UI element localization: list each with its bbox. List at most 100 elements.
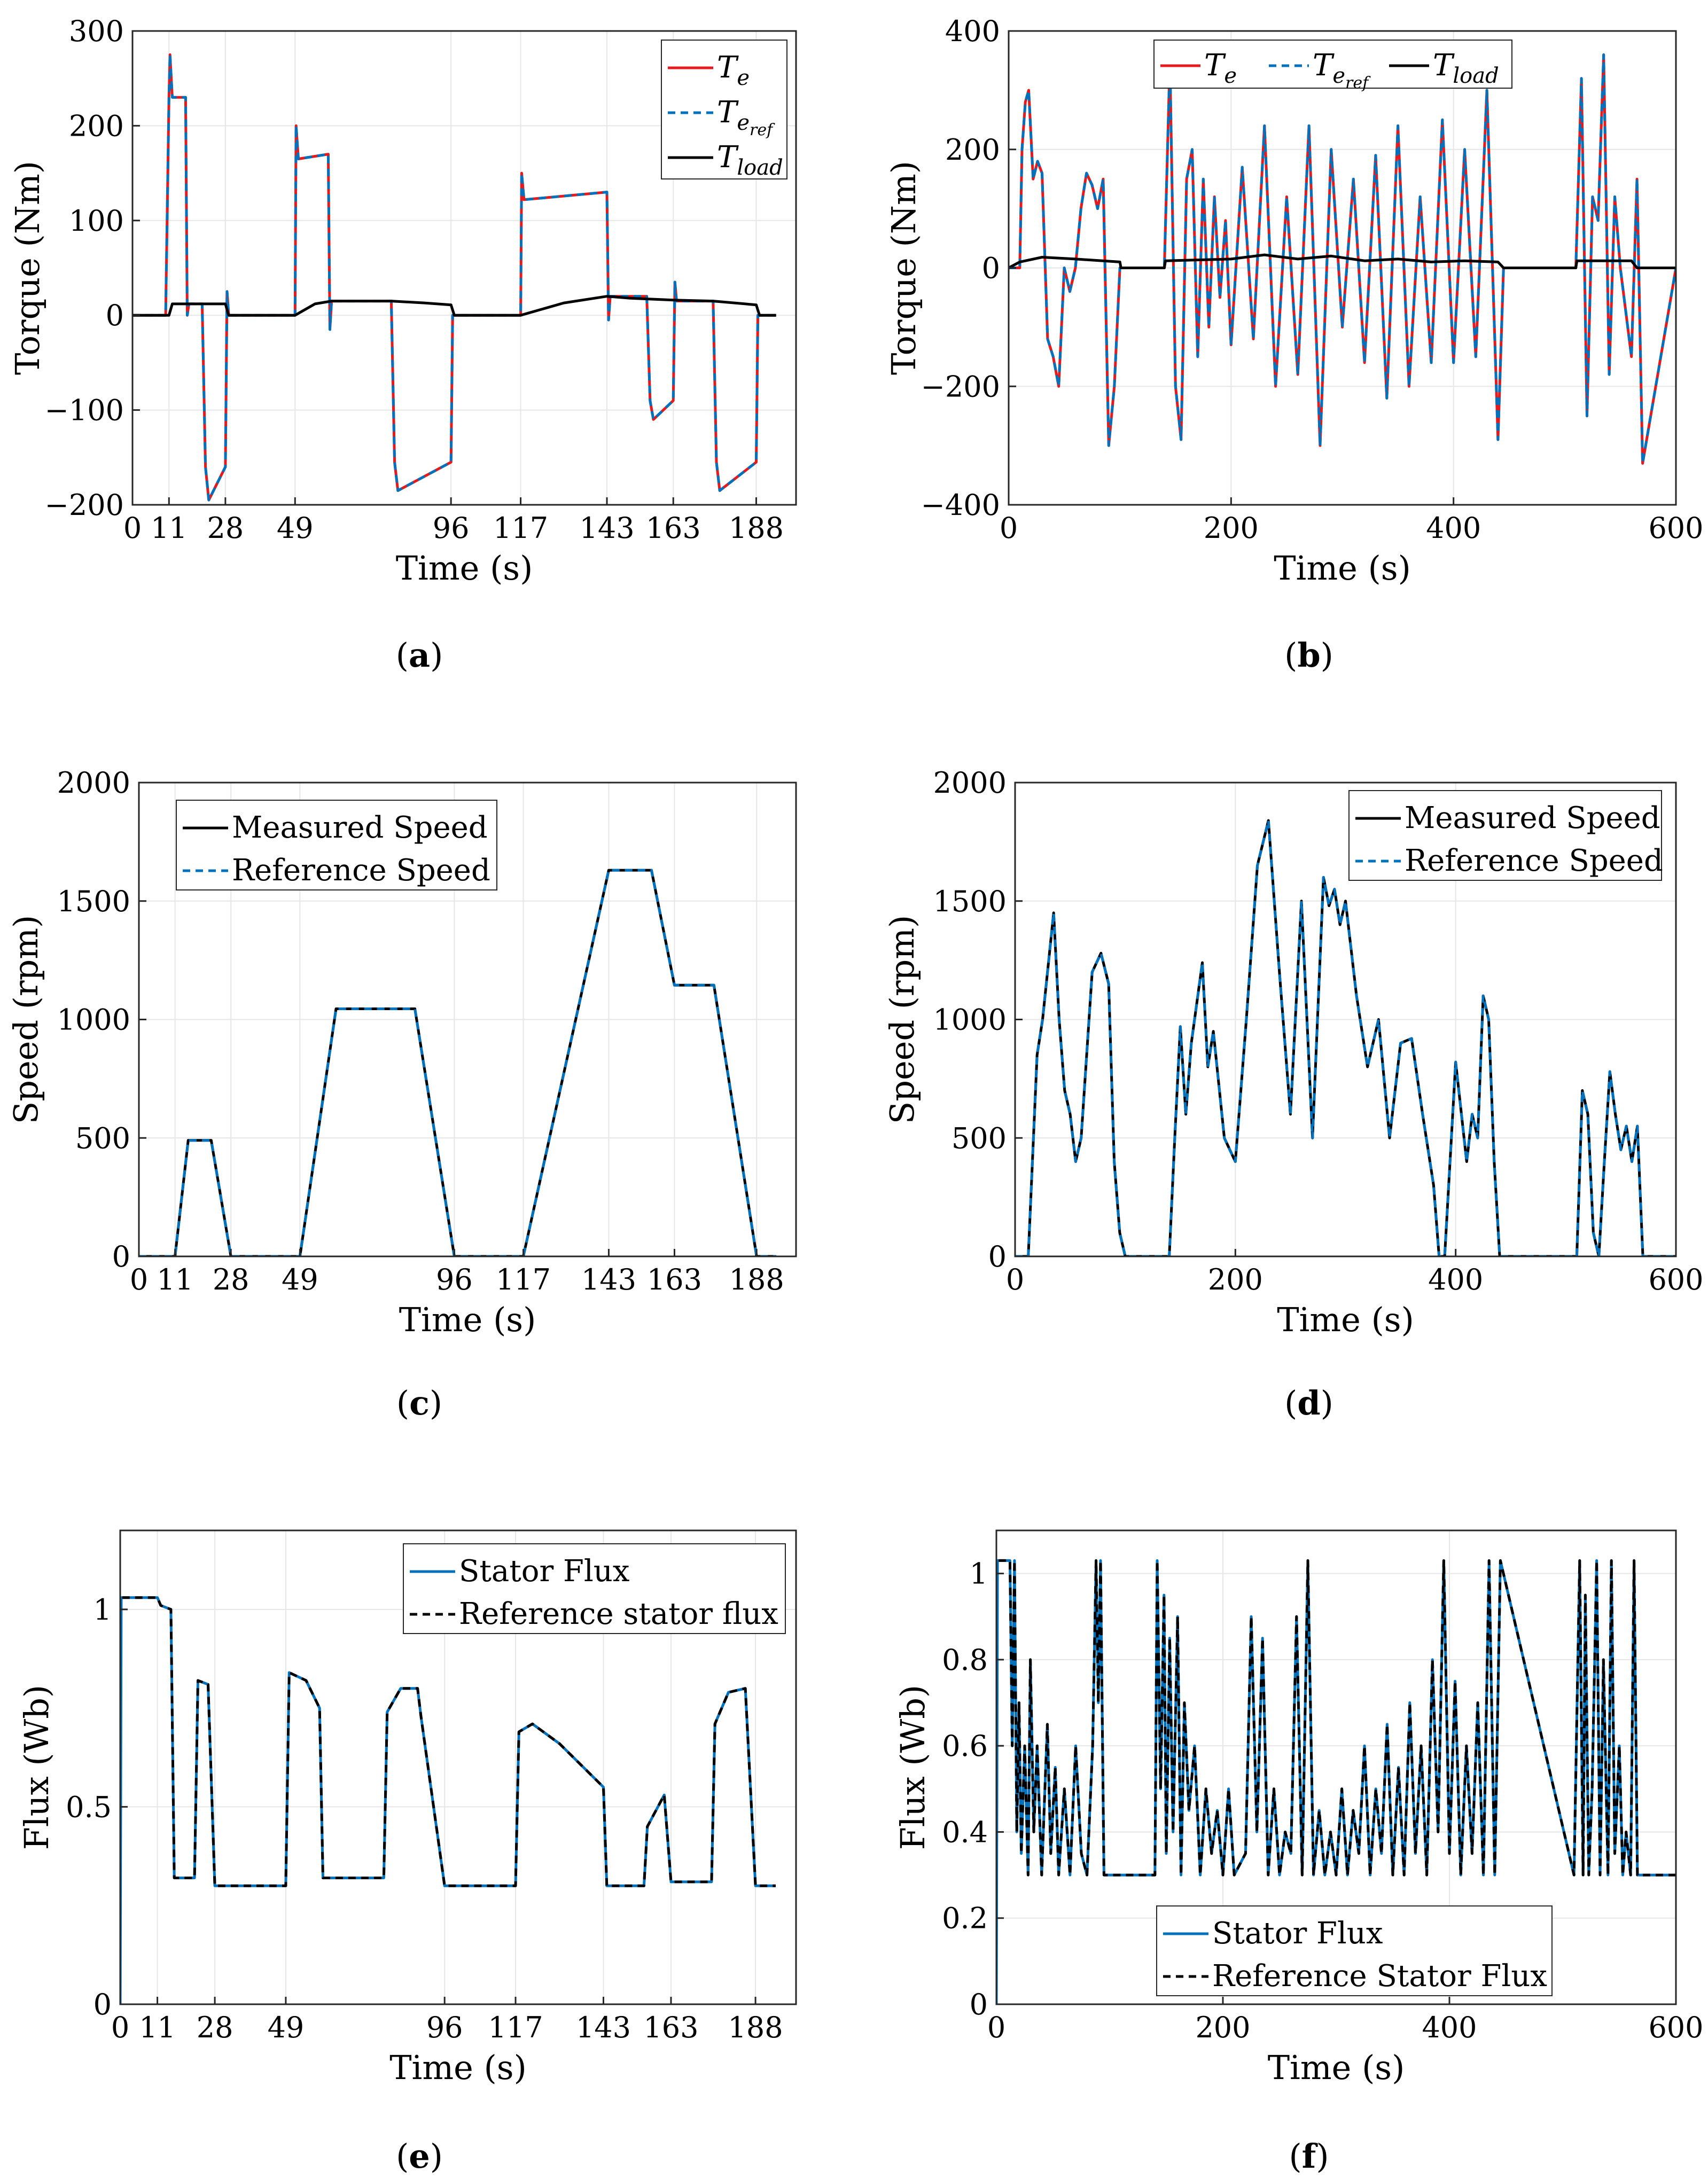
y-tick-label: 0	[106, 299, 124, 332]
legend-label: Reference Speed	[1405, 843, 1663, 878]
x-tick-label: 117	[488, 2011, 543, 2044]
series-line-t-load	[1009, 253, 1676, 269]
legend-label-sub: e	[1224, 64, 1237, 88]
panel-a: 0 11 28 49 96 117 143 163 188 −200 −100 0 100 200 300 T…	[8, 14, 797, 588]
y-tick-label: 300	[69, 14, 124, 48]
caption-letter: a	[409, 636, 430, 675]
caption-d: (d)	[1284, 1384, 1333, 1423]
legend-label-sub: e	[737, 66, 750, 90]
x-axis-label: Time (s)	[396, 549, 533, 588]
x-tick-label: 117	[493, 511, 548, 545]
legend-label: Measured Speed	[232, 810, 488, 845]
x-axis-label: Time (s)	[389, 2048, 527, 2087]
legend-label: Teref	[717, 95, 775, 139]
legend-label-main: T	[717, 50, 739, 85]
x-tick-label: 200	[1195, 2011, 1250, 2044]
series-group-d	[1015, 819, 1676, 1256]
caption-letter: c	[409, 1384, 430, 1423]
legend-label-main: T	[1204, 48, 1226, 83]
y-tick-label: −400	[921, 488, 1000, 522]
y-tick-label: 1500	[933, 885, 1007, 918]
x-tick-label: 163	[646, 511, 701, 545]
y-tick-label: 1	[93, 1593, 112, 1627]
x-tick-label: 0	[130, 1263, 148, 1296]
legend-label: Stator Flux	[1212, 1916, 1383, 1951]
y-tick-label: 1000	[933, 1003, 1007, 1037]
legend-label-sub: load	[1453, 64, 1499, 88]
x-tick-label: 11	[151, 511, 188, 545]
y-tick-label: 0	[93, 1988, 112, 2021]
x-tick-label: 96	[433, 511, 470, 545]
legend-box	[1348, 790, 1662, 881]
x-tick-label: 49	[277, 511, 314, 545]
legend-label: Measured Speed	[1405, 801, 1660, 835]
caption-e: (e)	[396, 2137, 443, 2176]
x-tick-label: 28	[213, 1263, 249, 1296]
series-group-e	[120, 1596, 776, 2004]
x-tick-label: 200	[1204, 511, 1259, 545]
x-tick-label: 0	[1006, 1263, 1024, 1296]
legend-e: Stator Flux Reference stator flux	[403, 1543, 786, 1634]
y-tick-label: 1	[970, 1557, 988, 1591]
x-tick-label: 96	[426, 2011, 463, 2044]
y-axis-label: Speed (rpm)	[883, 915, 922, 1124]
x-tick-label: 400	[1426, 511, 1481, 545]
x-tick-label: 400	[1428, 1263, 1483, 1296]
legend-label-main: T	[717, 95, 739, 130]
panel-b: 0 200 400 600 −400 −200 0 200 400 Time (s) Torque …	[884, 14, 1704, 588]
y-tick-label: 0.5	[66, 1790, 112, 1824]
legend-label: Stator Flux	[459, 1554, 629, 1589]
y-axis-label: Torque (Nm)	[8, 161, 47, 375]
axes-box-f	[995, 1529, 1677, 2005]
legend-f: Stator Flux Reference Stator Flux	[1156, 1905, 1553, 1996]
legend-label-sub: load	[737, 155, 783, 180]
y-tick-label: 1500	[57, 885, 130, 918]
x-tick-label: 400	[1422, 2011, 1477, 2044]
series-line-reference-speed	[1015, 819, 1676, 1256]
y-tick-label: 0	[988, 1240, 1007, 1273]
series-group-a	[132, 53, 776, 502]
y-tick-label: 0	[982, 252, 1000, 285]
y-tick-label: −100	[45, 394, 124, 427]
y-tick-label: −200	[921, 370, 1000, 403]
x-tick-label: 600	[1648, 1263, 1703, 1296]
panel-f: 0 200 400 600 0 0.2 0.4 0.6 0.8 1 Time (s) Flux (Wb…	[893, 1529, 1704, 2087]
x-tick-label: 49	[282, 1263, 318, 1296]
y-tick-label: 0.8	[942, 1643, 988, 1677]
legend-label: Te	[1204, 48, 1237, 88]
y-tick-label: 0.6	[942, 1729, 988, 1763]
legend-d: Measured Speed Reference Speed	[1348, 790, 1663, 881]
caption-a: (a)	[396, 636, 443, 675]
series-line-t-load	[132, 295, 776, 317]
panel-d: 0 200 400 600 0 500 1000 1500 2000 Time (s) Speed …	[883, 766, 1704, 1339]
x-tick-label: 188	[728, 2011, 783, 2044]
panel-e: 0 11 28 49 96 117 143 163 188 0 0.5 1 Time (s) Flux (…	[17, 1529, 797, 2087]
x-tick-label: 163	[647, 1263, 702, 1296]
series-line-measured-speed	[139, 869, 777, 1256]
legend-label-main: T	[1433, 48, 1455, 83]
x-tick-label: 0	[111, 2011, 129, 2044]
x-tick-label: 143	[576, 2011, 631, 2044]
x-tick-label: 49	[268, 2011, 305, 2044]
legend-label: Reference Speed	[232, 853, 490, 888]
series-line-reference-stator-flux	[122, 1596, 776, 1887]
axes-box-e	[119, 1529, 797, 2005]
y-tick-label: 0.2	[942, 1902, 988, 1935]
x-tick-label: 163	[643, 2011, 698, 2044]
x-tick-label: 96	[436, 1263, 473, 1296]
x-axis-label: Time (s)	[1268, 2048, 1405, 2087]
y-axis-label: Speed (rpm)	[6, 915, 45, 1124]
series-line-reference-stator-flux	[999, 1559, 1676, 1877]
legend-label: Reference stator flux	[459, 1597, 778, 1631]
x-tick-label: 188	[729, 511, 784, 545]
legend-box	[1153, 40, 1512, 89]
y-tick-label: 0	[112, 1240, 130, 1273]
series-group-f	[996, 1559, 1676, 2004]
y-axis-label: Flux (Wb)	[17, 1685, 56, 1850]
y-tick-label: −200	[45, 488, 124, 522]
y-tick-label: 200	[69, 109, 124, 143]
y-tick-label: 2000	[933, 766, 1007, 800]
caption-letter: e	[409, 2137, 430, 2176]
caption-letter: d	[1297, 1384, 1320, 1423]
y-tick-label: 1000	[57, 1003, 130, 1037]
